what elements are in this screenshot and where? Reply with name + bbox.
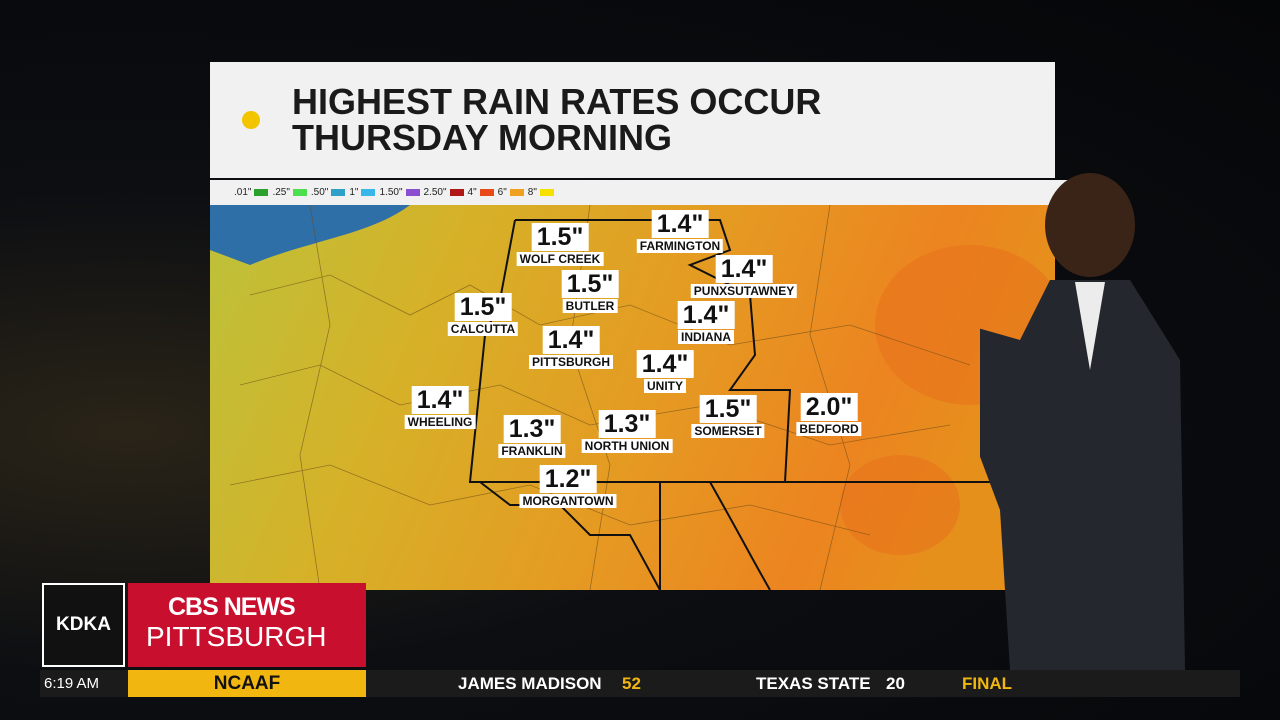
legend-label: 1.50" [379,187,403,198]
legend-label: 8" [527,187,537,198]
legend-swatch [449,189,464,196]
legend-label: 1" [349,187,359,198]
legend-label: 6" [497,187,507,198]
score: 52 [622,674,641,693]
status: FINAL [962,674,1013,693]
city-name: NORTH UNION [581,439,673,453]
rain-total: 1.4" [411,386,469,414]
city-name: WHEELING [404,415,476,429]
legend-swatch [292,189,307,196]
time: 6:19 AM [44,675,100,692]
legend-item: 1" [349,180,376,205]
legend-swatch [361,189,376,196]
legend-swatch [254,189,269,196]
legend-swatch [405,189,420,196]
rain-total: 1.2" [539,465,597,493]
bullet [242,111,260,129]
rain-total: 1.3" [503,415,561,443]
legend-label: 2.50" [423,187,447,198]
city-name: WOLF CREEK [516,252,604,266]
city: PITTSBURGH [146,621,327,652]
city-name: FRANKLIN [498,444,566,458]
legend-item: 2.50" [424,180,464,205]
legend-item: 1.50" [379,180,420,205]
legend-item: .25" [272,180,307,205]
legend-item: .01" [234,180,269,205]
city-name: BEDFORD [796,422,862,436]
legend: .01" .25" .50" 1" 1.50" 2.50" 4" 6" 8" [210,180,1075,205]
legend-swatch [331,189,346,196]
presenter [980,173,1185,670]
station-logo: KDKA [42,583,125,667]
city-name: SOMERSET [691,424,765,438]
team: TEXAS STATE [756,674,871,693]
city-name: CALCUTTA [447,322,519,336]
rain-total: 1.4" [651,210,709,238]
rain-total: 1.5" [561,270,619,298]
legend-label: .25" [272,187,290,198]
legend-item: 6" [498,180,524,205]
city-name: UNITY [644,379,686,393]
network-logo: CBS NEWS PITTSBURGH [128,583,366,667]
city-name: PITTSBURGH [529,355,613,369]
city-name: BUTLER [562,299,618,313]
city-name: INDIANA [678,330,734,344]
legend-label: .01" [234,187,252,198]
title: HIGHEST RAIN RATES OCCUR THURSDAY MORNIN… [292,81,822,158]
network: CBS NEWS [168,593,296,621]
header: HIGHEST RAIN RATES OCCUR THURSDAY MORNIN… [210,62,1055,178]
team: JAMES MADISON [458,674,602,693]
rain-total: 1.4" [636,350,694,378]
ticker: 6:19 AM NCAAF JAMES MADISON 52 TEXAS STA… [40,670,1240,697]
legend-label: .50" [310,187,329,198]
rain-total: 1.3" [598,410,656,438]
rain-total: 1.4" [677,301,735,329]
city-name: MORGANTOWN [519,494,617,508]
legend-item: 4" [468,180,494,205]
rain-total: 2.0" [800,393,858,421]
legend-item: 8" [528,180,554,205]
legend-swatch [539,189,554,196]
rain-total: 1.5" [531,223,589,251]
rain-total: 1.5" [454,293,512,321]
legend-swatch [479,189,494,196]
city-name: PUNXSUTAWNEY [690,284,798,298]
legend-swatch [509,189,524,196]
city-name: FARMINGTON [636,239,724,253]
legend-item: .50" [310,180,346,205]
map [210,205,1055,590]
rain-total: 1.4" [715,255,773,283]
rain-total: 1.4" [542,326,600,354]
league: NCAAF [128,670,366,697]
legend-label: 4" [467,187,477,198]
score: 20 [886,674,905,693]
rain-total: 1.5" [699,395,757,423]
